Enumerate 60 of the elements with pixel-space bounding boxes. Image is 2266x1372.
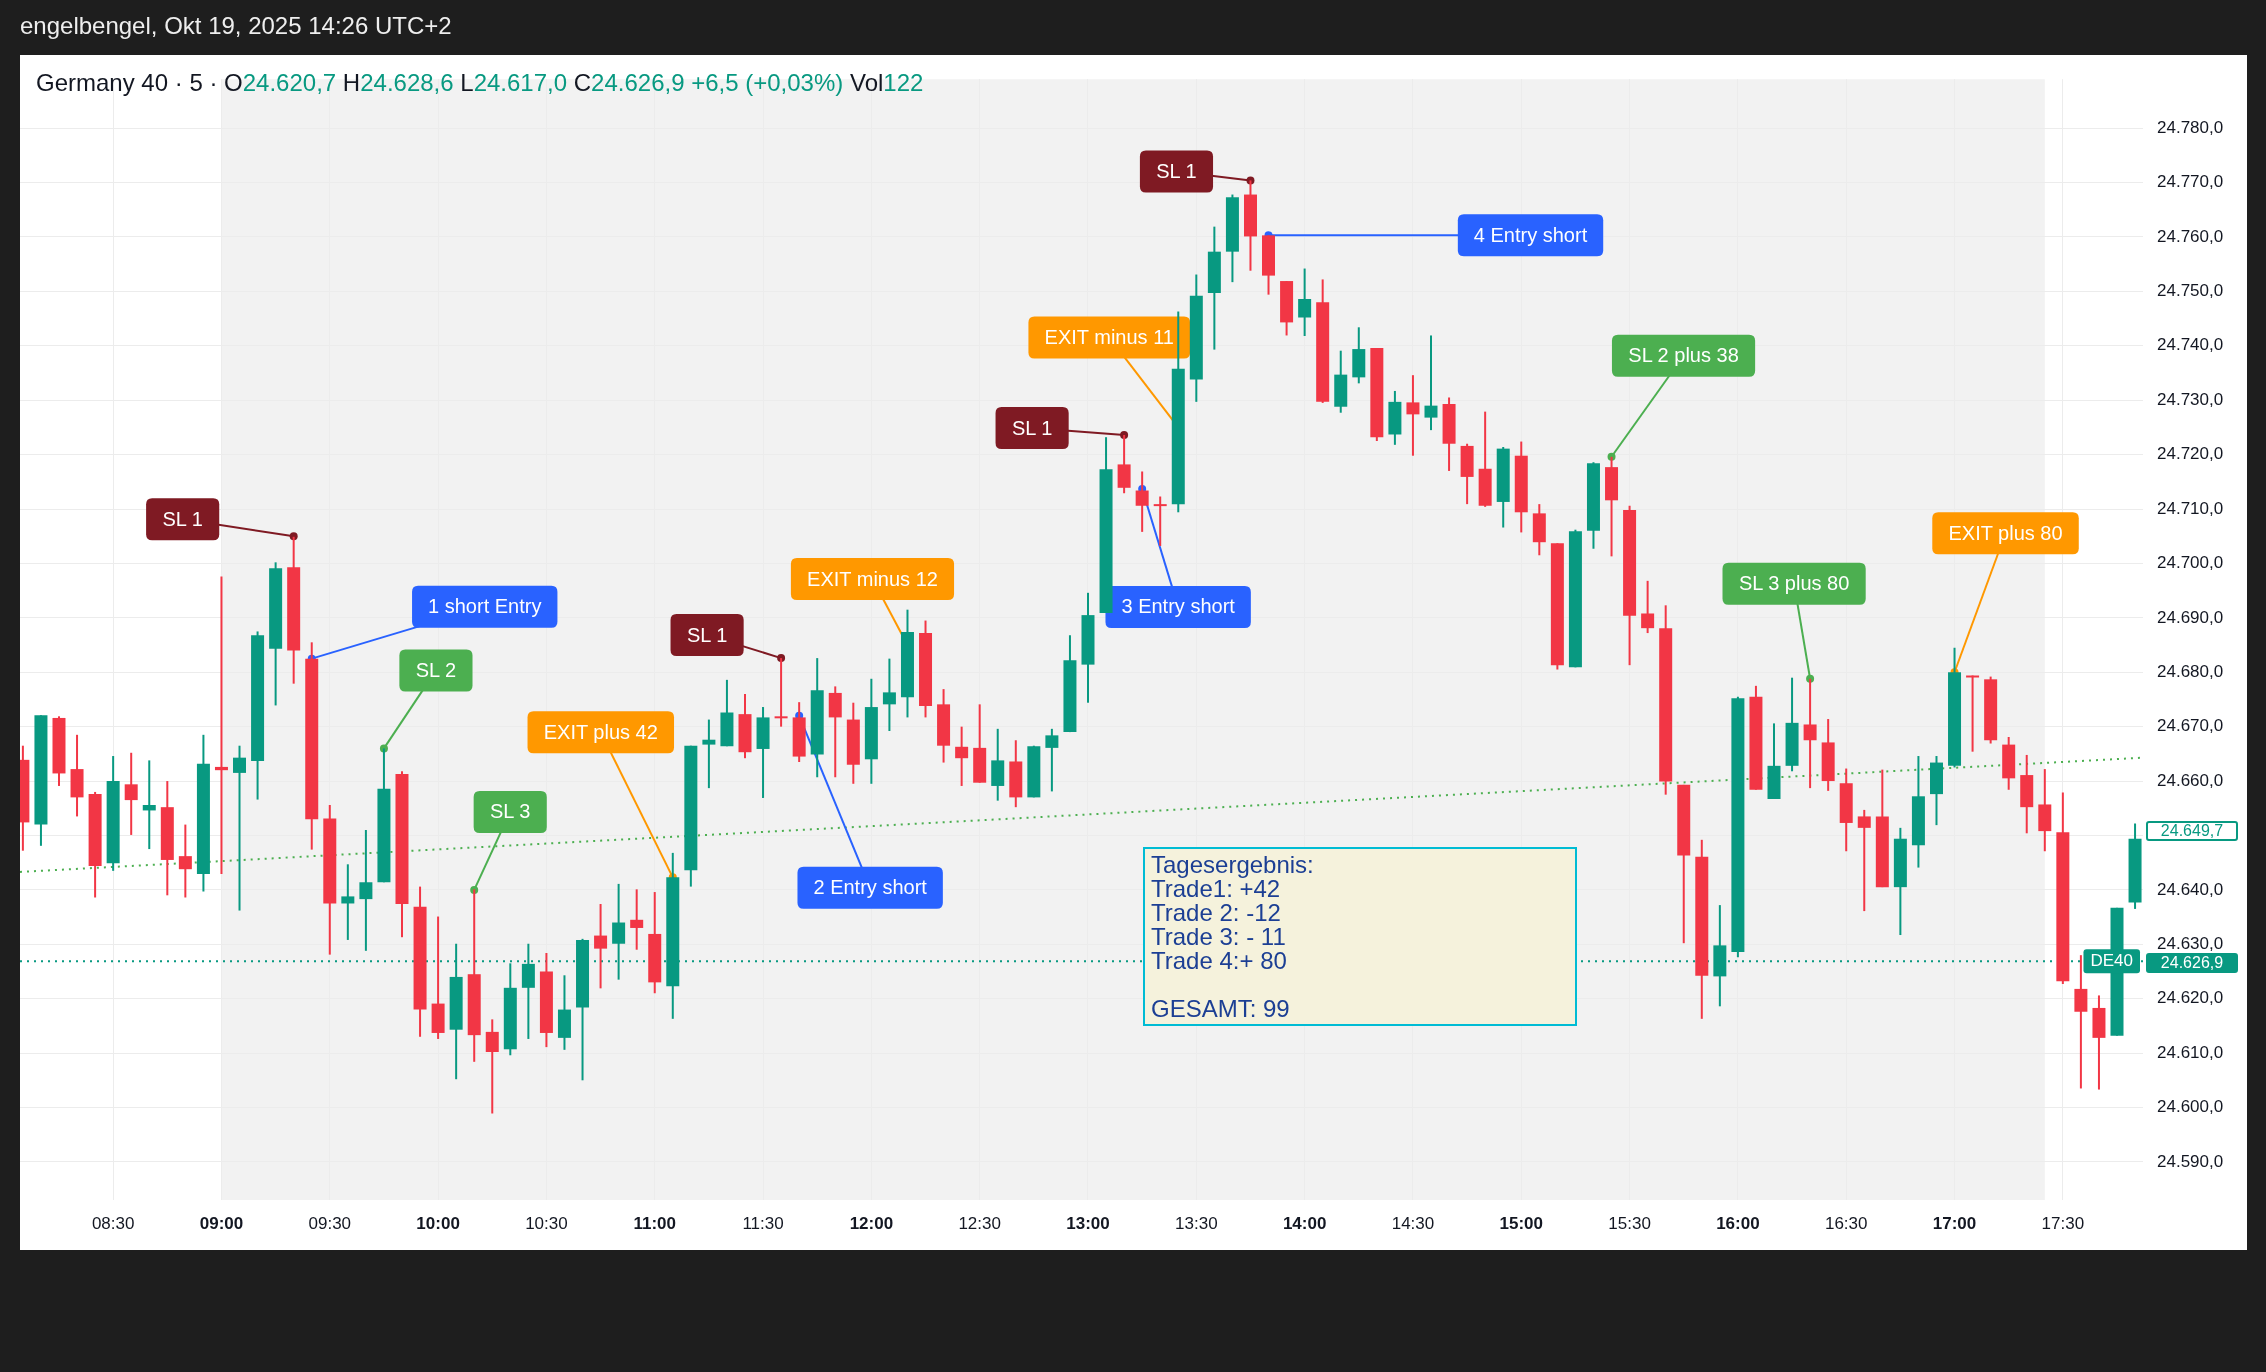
x-tick-label: 16:30 <box>1824 1213 1868 1233</box>
y-tick-label: 24.610,0 <box>2157 1042 2224 1062</box>
x-tick-label: 08:30 <box>91 1213 135 1233</box>
y-tick-label: 24.590,0 <box>2157 1151 2224 1171</box>
y-tick-label: 24.670,0 <box>2157 716 2224 736</box>
y-tick-label: 24.680,0 <box>2157 661 2224 681</box>
x-tick-label: 13:00 <box>1066 1213 1110 1233</box>
annotation: EXIT plus 42 <box>543 720 658 743</box>
chart-title: engelbengel, Okt 19, 2025 14:26 UTC+2 <box>20 12 452 40</box>
y-tick-label: 24.630,0 <box>2157 933 2224 953</box>
annotation: 1 short Entry <box>428 595 542 618</box>
x-tick-label: 09:00 <box>199 1213 244 1233</box>
y-tick-label: 24.760,0 <box>2157 226 2224 246</box>
y-tick-label: 24.730,0 <box>2157 389 2224 409</box>
x-tick-label: 17:00 <box>1932 1213 1977 1233</box>
y-tick-label: 24.690,0 <box>2157 607 2224 627</box>
annotation: SL 3 <box>490 800 531 823</box>
y-tick-label: 24.700,0 <box>2157 553 2224 573</box>
annotation: EXIT minus 11 <box>1044 325 1174 348</box>
annotation: EXIT minus 12 <box>807 567 938 590</box>
x-tick-label: 10:00 <box>416 1213 460 1233</box>
annotation: SL 1 <box>1156 159 1197 182</box>
y-tick-label: 24.640,0 <box>2157 879 2224 899</box>
ref-line-label: DE40 <box>2090 950 2133 970</box>
y-tick-label: 24.710,0 <box>2157 498 2224 518</box>
y-tick-label: 24.740,0 <box>2157 335 2224 355</box>
note-box: Tagesergebnis: Trade1: +42 Trade 2: -12 Trade 3: - 11 Trade 4:+ 80 GESAMT: 99 <box>1143 847 1577 1026</box>
x-tick-label: 14:00 <box>1282 1213 1327 1233</box>
y-tick-label: 24.720,0 <box>2157 444 2224 464</box>
y-tick-label: 24.620,0 <box>2157 988 2224 1008</box>
text: 24.626,9 <box>2160 954 2224 972</box>
annotation: SL 1 <box>1011 416 1053 439</box>
annotation: SL 1 <box>686 623 728 646</box>
annotation: SL 2 <box>415 658 457 681</box>
annotation: SL 2 plus 38 <box>1628 344 1739 367</box>
annotation: 3 Entry short <box>1121 595 1236 618</box>
annotation: SL 1 <box>162 507 203 530</box>
text: 24.649,7 <box>2146 821 2238 841</box>
x-tick-label: 11:00 <box>633 1213 677 1233</box>
annotation: SL 3 plus 80 <box>1738 572 1850 595</box>
x-tick-label: 10:30 <box>525 1213 568 1233</box>
y-tick-label: 24.750,0 <box>2157 281 2224 301</box>
x-tick-label: 17:30 <box>2041 1213 2085 1233</box>
y-tick-label: 24.780,0 <box>2157 117 2224 137</box>
x-tick-label: 11:30 <box>742 1213 784 1233</box>
annotation: EXIT plus 80 <box>1948 521 2063 544</box>
y-tick-label: 24.770,0 <box>2157 172 2224 192</box>
x-tick-label: 12:00 <box>849 1213 894 1233</box>
y-tick-label: 24.660,0 <box>2157 770 2224 790</box>
annotation: 24.626,9 <box>591 69 685 96</box>
x-tick-label: 09:30 <box>308 1213 352 1233</box>
x-tick-label: 12:30 <box>958 1213 1001 1233</box>
x-tick-label: 15:00 <box>1499 1213 1544 1233</box>
annotation: 2 Entry short <box>813 876 928 899</box>
annotation: 4 Entry short <box>1473 223 1588 246</box>
x-tick-label: 16:00 <box>1716 1213 1760 1233</box>
x-tick-label: 15:30 <box>1608 1213 1651 1233</box>
x-tick-label: 13:30 <box>1175 1213 1218 1233</box>
x-tick-label: 14:30 <box>1391 1213 1435 1233</box>
y-tick-label: 24.600,0 <box>2157 1097 2224 1117</box>
